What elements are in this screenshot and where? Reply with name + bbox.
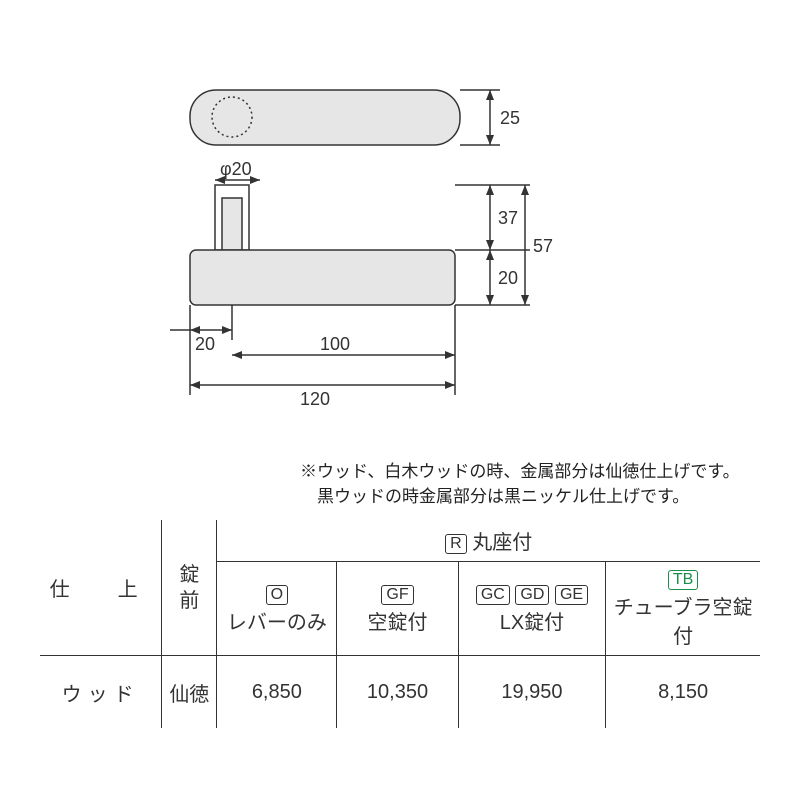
dim-phi20: φ20 (220, 159, 252, 179)
dim-25: 25 (500, 108, 520, 128)
dim-57: 57 (533, 236, 553, 256)
col-lock: 錠前 (179, 564, 199, 612)
dim-20-left: 20 (195, 334, 215, 354)
dim-20-right: 20 (498, 268, 518, 288)
dim-120: 120 (300, 389, 330, 409)
group-header: R 丸座付 (217, 520, 760, 562)
dim-37: 37 (498, 208, 518, 228)
spec-table: 仕 上 錠前 R 丸座付 O レバーのみ GF 空錠付 GC GD GE LX錠… (40, 520, 760, 728)
tech-drawing: 25 φ20 20 100 120 (0, 0, 800, 460)
col-finish: 仕 上 (50, 579, 152, 601)
price-row: ウッド 仙徳 6,850 10,350 19,950 8,150 (40, 656, 760, 729)
finish-note: ※ウッド、白木ウッドの時、金属部分は仙徳仕上げです。 黒ウッドの時金属部分は黒ニ… (300, 460, 740, 509)
dim-100: 100 (320, 334, 350, 354)
